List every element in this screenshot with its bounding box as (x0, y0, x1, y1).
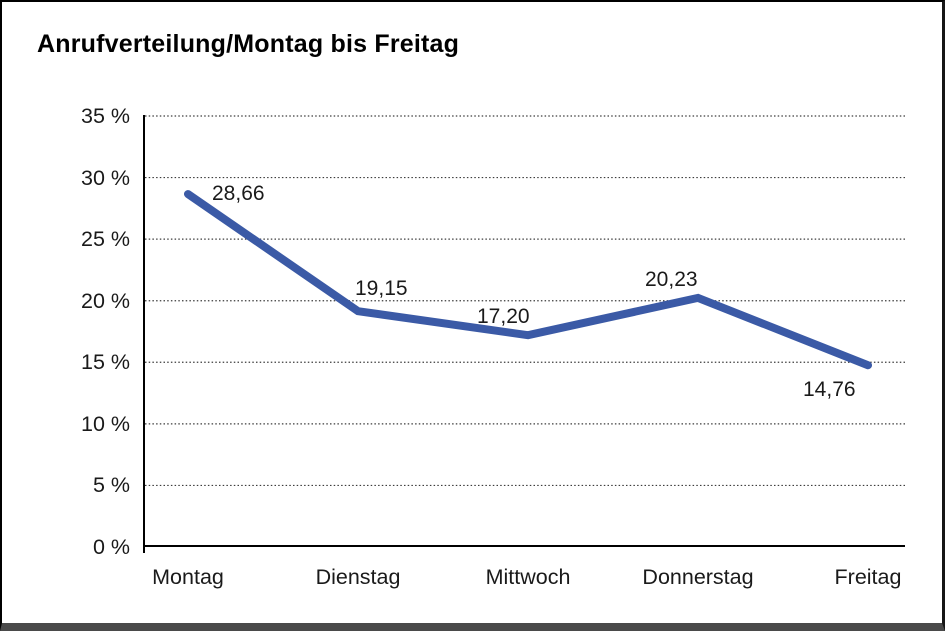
y-tick-label: 20 % (80, 288, 130, 313)
y-tick-label: 15 % (80, 350, 130, 375)
y-tick-label: 25 % (80, 227, 130, 252)
x-category-label: Dienstag (315, 565, 401, 589)
data-point-label: 19,15 (355, 277, 408, 301)
x-category-label: Montag (152, 565, 224, 589)
x-category-label: Donnerstag (642, 565, 754, 589)
data-point-label: 17,20 (477, 305, 530, 329)
data-point-label: 14,76 (803, 378, 856, 402)
y-tick-label: 30 % (80, 165, 130, 190)
y-tick-label: 10 % (80, 411, 130, 436)
x-category-label: Mittwoch (485, 565, 571, 589)
y-tick-label: 35 % (80, 104, 130, 128)
data-point-label: 20,23 (645, 267, 698, 291)
y-tick-label: 0 % (92, 535, 130, 559)
data-point-label: 28,66 (212, 182, 265, 206)
x-category-label: Freitag (834, 565, 902, 589)
y-tick-label: 5 % (92, 473, 130, 498)
chart-title: Anrufverteilung/Montag bis Freitag (37, 30, 460, 58)
